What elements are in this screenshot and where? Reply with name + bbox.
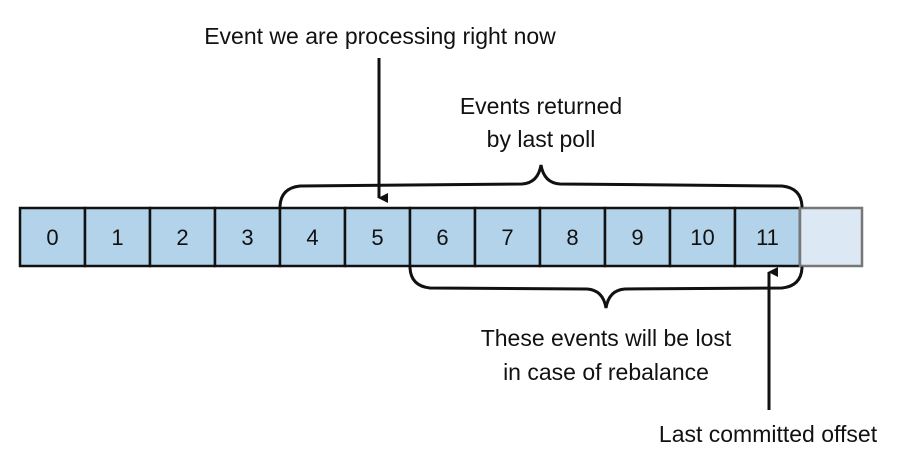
offset-label: 5 bbox=[371, 225, 383, 250]
offset-cell bbox=[278, 206, 347, 268]
lost-label-line1: These events will be lost bbox=[481, 325, 732, 351]
committed-label: Last committed offset bbox=[659, 421, 878, 447]
returned-label-line1: Events returned bbox=[460, 93, 622, 119]
empty-slot bbox=[798, 206, 864, 268]
partition-log: 0 1 2 3 4 5 6 7 8 9 10 11 bbox=[18, 206, 864, 268]
offset-cell bbox=[408, 206, 477, 268]
offset-label: 10 bbox=[690, 225, 714, 250]
offset-cell bbox=[473, 206, 542, 268]
offset-label: 1 bbox=[111, 225, 123, 250]
processing-label: Event we are processing right now bbox=[204, 23, 556, 49]
offset-cell bbox=[83, 206, 152, 268]
offset-label: 7 bbox=[501, 225, 513, 250]
offset-label: 9 bbox=[631, 225, 643, 250]
offset-cell bbox=[148, 206, 217, 268]
offset-label: 2 bbox=[176, 225, 188, 250]
offset-cell bbox=[538, 206, 607, 268]
offset-cell bbox=[603, 206, 672, 268]
offset-label: 4 bbox=[306, 225, 318, 250]
offset-label: 6 bbox=[436, 225, 448, 250]
offset-label: 0 bbox=[46, 225, 58, 250]
returned-label-line2: by last poll bbox=[487, 126, 596, 152]
offset-label: 8 bbox=[566, 225, 578, 250]
offset-label: 3 bbox=[241, 225, 253, 250]
offset-cell bbox=[18, 206, 87, 268]
offset-label: 11 bbox=[756, 225, 779, 250]
lost-label-line2: in case of rebalance bbox=[503, 359, 709, 385]
offset-cell bbox=[733, 206, 802, 268]
offset-cell bbox=[343, 206, 412, 268]
returned-brace bbox=[278, 164, 804, 208]
lost-brace bbox=[408, 266, 804, 309]
